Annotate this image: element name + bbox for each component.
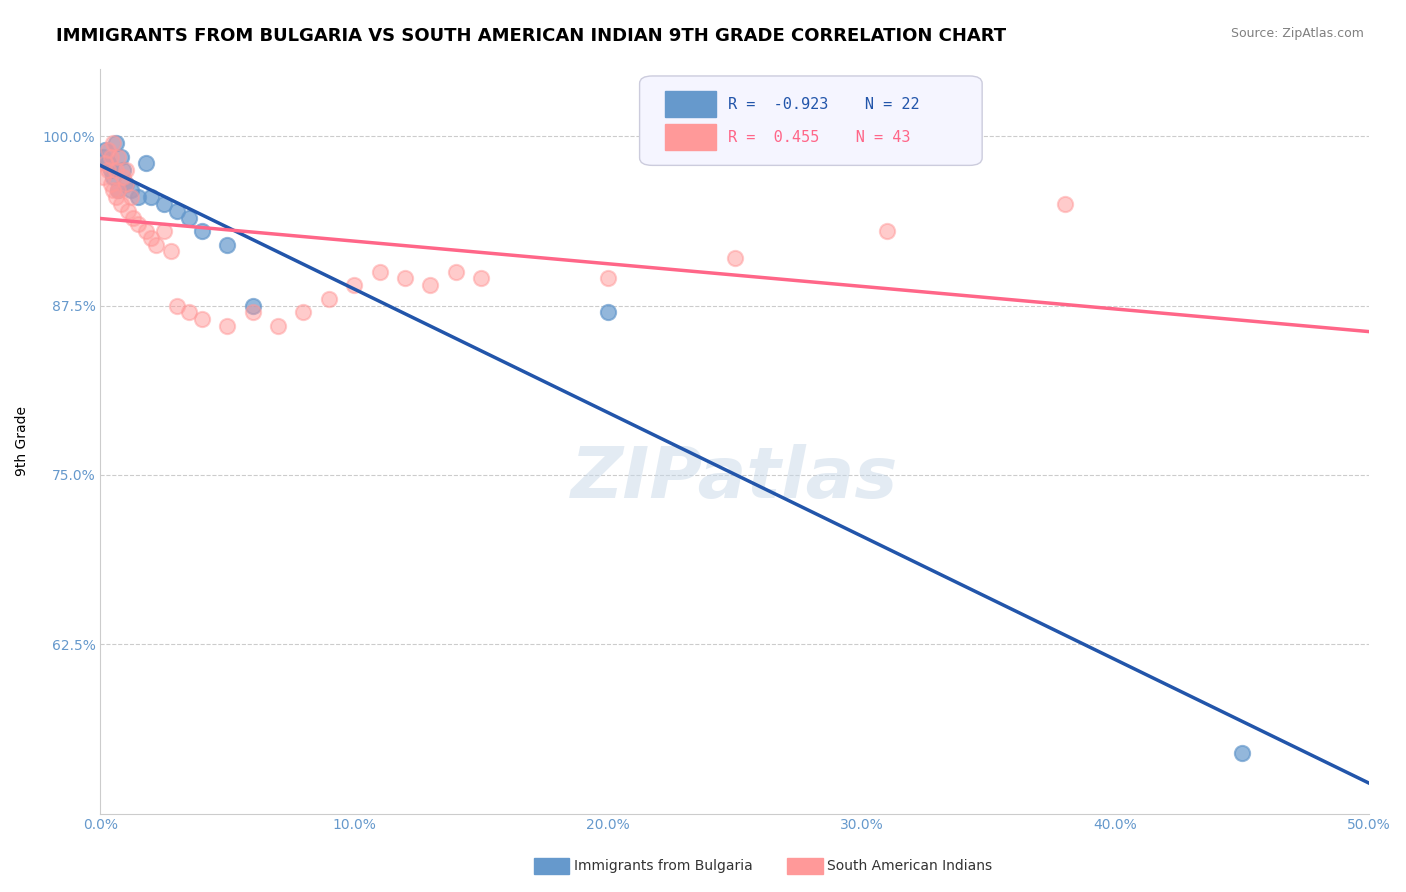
Point [179,211,201,225]
Point [112,169,135,184]
Point [120,183,142,197]
Point [470,271,492,285]
Point [94,143,117,157]
Point [145,237,167,252]
Point [343,278,366,293]
Point [394,271,416,285]
Point [179,305,201,319]
Point [117,203,139,218]
Point [110,197,132,211]
Point [110,150,132,164]
Point [318,292,340,306]
Point [153,197,176,211]
Text: Source: ZipAtlas.com: Source: ZipAtlas.com [1230,27,1364,40]
Y-axis label: 9th Grade: 9th Grade [15,406,30,476]
Point [419,278,441,293]
Text: IMMIGRANTS FROM BULGARIA VS SOUTH AMERICAN INDIAN 9TH GRADE CORRELATION CHART: IMMIGRANTS FROM BULGARIA VS SOUTH AMERIC… [56,27,1007,45]
Point [217,318,239,333]
Point [242,305,264,319]
Point [166,299,188,313]
Point [112,163,135,178]
Point [104,136,127,150]
Point [100,150,122,164]
Point [101,136,124,150]
Point [107,183,129,197]
FancyBboxPatch shape [640,76,983,165]
Point [97,156,120,170]
Point [114,163,136,178]
Point [139,231,162,245]
Point [267,318,290,333]
Point [217,237,239,252]
Point [91,150,114,164]
Point [191,224,214,238]
Point [1232,746,1254,760]
Text: ZIPatlas: ZIPatlas [571,444,898,513]
Point [94,156,117,170]
Point [1053,197,1076,211]
Text: Immigrants from Bulgaria: Immigrants from Bulgaria [574,859,752,873]
Point [724,251,747,265]
Point [127,190,149,204]
Bar [665,91,716,117]
Point [101,183,124,197]
Point [127,217,149,231]
Text: R =  0.455    N = 43: R = 0.455 N = 43 [728,129,911,145]
Point [191,312,214,326]
Point [107,183,129,197]
Point [114,177,136,191]
Point [100,177,122,191]
Point [242,299,264,313]
Point [135,224,157,238]
Point [166,203,188,218]
Point [101,169,124,184]
Point [368,265,391,279]
Point [160,244,183,259]
Point [104,163,127,178]
Point [97,163,120,178]
Point [91,169,114,184]
Point [596,305,619,319]
Point [153,224,176,238]
Point [104,190,127,204]
Point [97,143,120,157]
Point [122,211,145,225]
Point [876,224,898,238]
Bar [665,124,716,151]
Text: R =  -0.923    N = 22: R = -0.923 N = 22 [728,96,920,112]
Point [444,265,467,279]
Point [139,190,162,204]
Point [596,271,619,285]
Point [292,305,315,319]
Point [120,190,142,204]
Point [107,150,129,164]
Point [100,163,122,178]
Point [114,177,136,191]
Point [135,156,157,170]
Text: South American Indians: South American Indians [827,859,991,873]
